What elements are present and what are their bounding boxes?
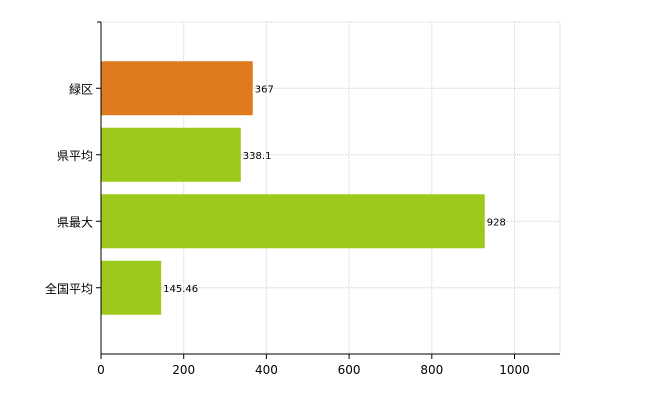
bar-2	[101, 127, 241, 182]
data-label-2: 338.1	[243, 151, 272, 162]
axes	[96, 21, 560, 359]
data-label-3: 928	[487, 217, 506, 228]
x-tick-label-0: 0	[97, 363, 105, 377]
category-label-3: 県最大	[57, 215, 93, 229]
category-label-1: 緑区	[69, 81, 93, 96]
bar-1	[101, 61, 253, 116]
x-tick-label-600: 600	[338, 363, 361, 377]
x-tick-label-1000: 1000	[499, 363, 530, 377]
data-label-1: 367	[255, 84, 274, 95]
data-label-4: 145.46	[163, 284, 198, 295]
x-tick-label-200: 200	[172, 363, 195, 377]
bar-3	[101, 194, 485, 249]
category-label-2: 県平均	[57, 149, 93, 163]
x-tick-label-800: 800	[420, 363, 443, 377]
bars	[101, 61, 485, 315]
bar-4	[101, 260, 162, 315]
category-label-4: 全国平均	[45, 281, 93, 296]
x-tick-label-400: 400	[255, 363, 278, 377]
